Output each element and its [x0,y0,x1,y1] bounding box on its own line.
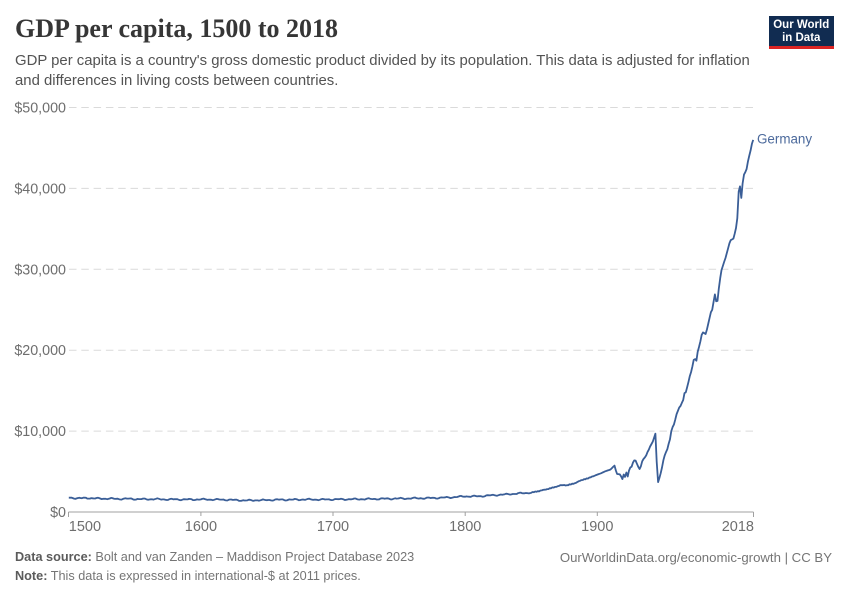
svg-text:$30,000: $30,000 [14,262,66,278]
svg-text:1800: 1800 [449,519,481,535]
svg-text:Germany: Germany [757,132,812,147]
svg-text:1900: 1900 [581,519,613,535]
svg-text:1600: 1600 [185,519,217,535]
svg-text:$50,000: $50,000 [14,101,66,117]
svg-text:1500: 1500 [69,519,101,535]
svg-text:$20,000: $20,000 [14,343,66,359]
svg-text:$0: $0 [50,505,66,521]
svg-text:$40,000: $40,000 [14,181,66,197]
svg-text:1700: 1700 [317,519,349,535]
svg-text:$10,000: $10,000 [14,424,66,440]
svg-text:2018: 2018 [722,519,754,535]
